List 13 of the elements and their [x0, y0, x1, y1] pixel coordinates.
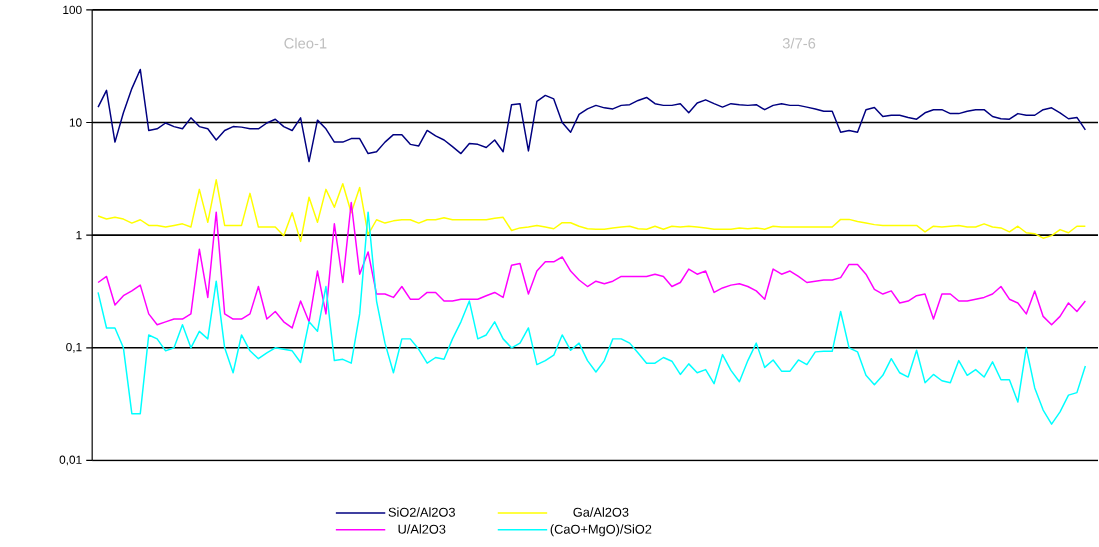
legend-label: U/Al2O3 [398, 524, 446, 534]
line-series [97, 68, 1087, 163]
legend-label: (CaO+MgO)/SiO2 [550, 524, 652, 537]
y-tick-label: 10 [69, 118, 82, 127]
annotation: 3/7-6 [782, 37, 816, 49]
y-tick-label: 0,1 [66, 342, 82, 353]
annotation: Cleo-1 [284, 37, 327, 49]
y-tick-label: 0,01 [59, 455, 82, 466]
legend-label: SiO2/Al2O3 [388, 507, 455, 517]
y-tick-label: 1 [76, 230, 82, 240]
line-series [97, 211, 1087, 425]
legend-label: Ga/Al2O3 [573, 507, 629, 517]
y-tick-label: 100 [63, 5, 82, 14]
